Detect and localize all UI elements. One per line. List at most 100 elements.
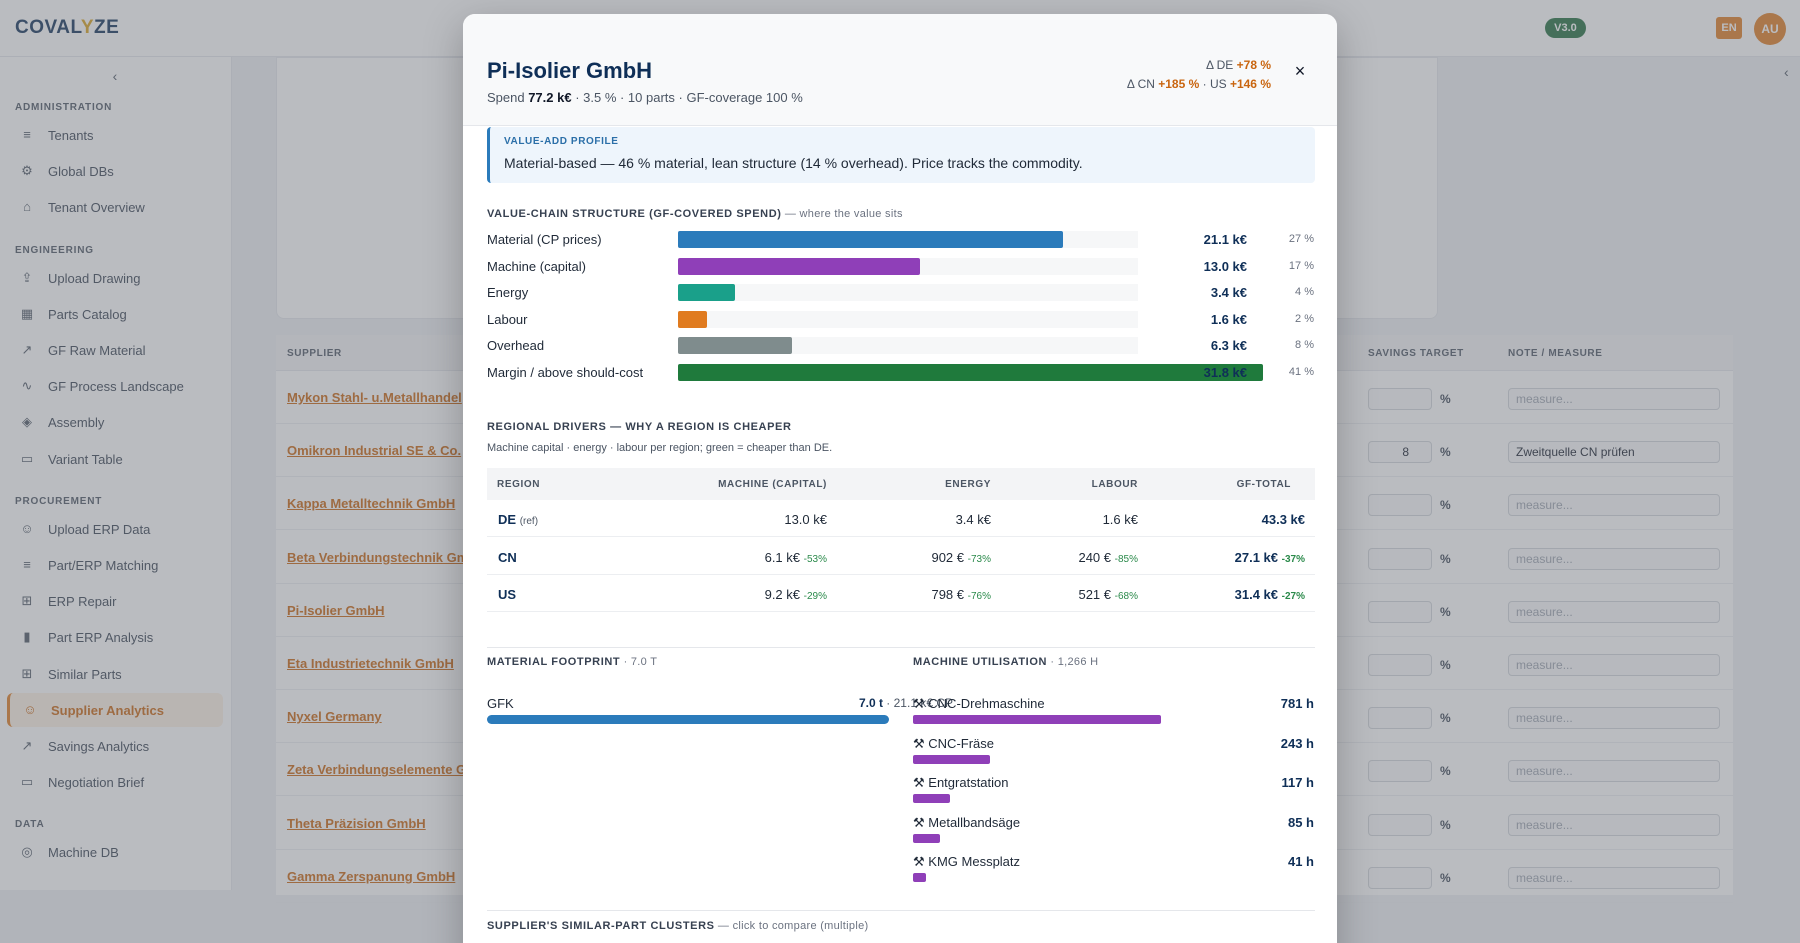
sidebar-item-assembly[interactable]: ◈ Assembly bbox=[7, 405, 223, 439]
supplier-link[interactable]: Pi-Isolier GmbH bbox=[287, 602, 385, 618]
value-chain-label: Margin / above should-cost bbox=[487, 364, 644, 380]
machine-bar bbox=[913, 754, 991, 764]
col-region[interactable]: REGION bbox=[497, 479, 541, 490]
savings-target-input[interactable] bbox=[1368, 866, 1432, 889]
language-switch[interactable]: EN bbox=[1716, 17, 1742, 39]
savings-target-input[interactable] bbox=[1368, 547, 1432, 570]
value-chain-track bbox=[678, 337, 1138, 354]
sidebar-item-label: Parts Catalog bbox=[48, 306, 127, 322]
note-input[interactable]: measure... bbox=[1508, 654, 1720, 676]
sidebar-item-negotiation-brief[interactable]: ▭ Negotiation Brief bbox=[7, 765, 223, 799]
sidebar-item-variant-table[interactable]: ▭ Variant Table bbox=[7, 442, 223, 476]
supplier-link[interactable]: Zeta Verbindungselemente GmbH bbox=[287, 762, 496, 778]
note-input[interactable]: measure... bbox=[1508, 494, 1720, 517]
supplier-link[interactable]: Mykon Stahl- u.Metallhandel bbox=[287, 390, 462, 405]
supplier-link[interactable]: Gamma Zerspanung GmbH bbox=[287, 868, 456, 884]
sidebar-item-upload-erp-data[interactable]: ☺ Upload ERP Data bbox=[7, 512, 223, 546]
table-row: Omikron Industrial SE & Co. 8% Zweitquelle… bbox=[276, 424, 1733, 478]
sidebar-item-similar-parts[interactable]: ⊞ Similar Parts bbox=[7, 657, 223, 691]
machine-utilisation-title: MACHINE UTILISATION · 1,266 H bbox=[913, 656, 1099, 668]
supplier-link[interactable]: Omikron Industrial SE & Co. bbox=[287, 443, 462, 459]
savings-target-input[interactable] bbox=[1368, 600, 1432, 623]
sidebar-item-part-erp-analysis[interactable]: ▮ Part ERP Analysis bbox=[7, 620, 223, 654]
region-total: 27.1 k€ -37% bbox=[1234, 549, 1305, 565]
note-input[interactable]: Zweitquelle CN prüfen bbox=[1508, 441, 1720, 464]
supplier-link[interactable]: Eta Industrietechnik GmbH bbox=[287, 656, 454, 671]
bar-chart-icon: ▮ bbox=[23, 629, 31, 645]
tools-icon: ⚒ bbox=[913, 854, 925, 869]
clusters-title: SUPPLIER'S SIMILAR-PART CLUSTERS — click… bbox=[487, 920, 869, 932]
value-chain-share: 41 % bbox=[1288, 365, 1314, 378]
value-chain-label: Labour bbox=[487, 311, 528, 327]
col-machine[interactable]: MACHINE (CAPITAL) bbox=[718, 479, 827, 490]
sidebar-item-upload-drawing[interactable]: ⇪ Upload Drawing bbox=[7, 261, 223, 295]
note-input[interactable]: measure... bbox=[1508, 388, 1720, 410]
sidebar: ‹ ADMINISTRATION ≡ Tenants ⚙ Global DBs ⌂ Tena… bbox=[0, 57, 232, 890]
machine-label: ⚒ KMG Messplatz bbox=[913, 854, 1021, 869]
savings-target-input[interactable] bbox=[1368, 388, 1432, 410]
region-energy: 798 € -76% bbox=[931, 587, 991, 602]
trend-icon: ↗ bbox=[21, 738, 33, 753]
note-input[interactable]: measure... bbox=[1508, 813, 1720, 836]
database-icon: ≡ bbox=[23, 127, 31, 142]
sidebar-item-savings-analytics[interactable]: ↗ Savings Analytics bbox=[7, 729, 223, 763]
savings-target-input[interactable] bbox=[1368, 494, 1432, 517]
note-input[interactable]: measure... bbox=[1508, 547, 1720, 570]
close-icon[interactable]: × bbox=[1294, 61, 1306, 81]
sidebar-item-erp-repair[interactable]: ⊞ ERP Repair bbox=[7, 584, 223, 618]
supplier-link[interactable]: Kappa Metalltechnik GmbH bbox=[287, 496, 456, 512]
sidebar-item-supplier-analytics[interactable]: ☺ Supplier Analytics bbox=[7, 692, 223, 727]
percent-label: % bbox=[1440, 498, 1451, 513]
table-row: Nyxel Germany% measure... bbox=[276, 690, 1733, 744]
users-icon: ☺ bbox=[23, 701, 37, 717]
table-icon: ▦ bbox=[20, 305, 34, 321]
sidebar-item-global-dbs[interactable]: ⚙ Global DBs bbox=[7, 154, 223, 188]
note-input[interactable]: measure... bbox=[1508, 600, 1720, 623]
sidebar-item-gf-process-landscape[interactable]: ∿ GF Process Landscape bbox=[7, 369, 223, 403]
col-savings-target[interactable]: SAVINGS TARGET bbox=[1368, 348, 1464, 359]
note-input[interactable]: measure... bbox=[1508, 866, 1720, 889]
savings-target-input[interactable] bbox=[1368, 707, 1432, 730]
machine-hours: 781 h bbox=[1280, 696, 1314, 711]
sidebar-item-parts-catalog[interactable]: ▦ Parts Catalog bbox=[7, 297, 223, 331]
sidebar-item-tenants[interactable]: ≡ Tenants bbox=[7, 118, 223, 152]
col-supplier[interactable]: SUPPLIER bbox=[287, 348, 342, 359]
value-chain-share: 2 % bbox=[1295, 312, 1314, 325]
sidebar-item-tenant-overview[interactable]: ⌂ Tenant Overview bbox=[7, 190, 223, 224]
savings-target-input[interactable] bbox=[1368, 760, 1432, 783]
value-chain-share: 27 % bbox=[1288, 233, 1314, 245]
database-icon: ≡ bbox=[23, 557, 31, 572]
savings-target-input[interactable] bbox=[1368, 813, 1432, 836]
modal-header: Pi-Isolier GmbH Spend 77.2 k€ · 3.5 % · … bbox=[463, 14, 1337, 126]
regional-table-header: REGION MACHINE (CAPITAL) ENERGY LABOUR G… bbox=[487, 468, 1315, 500]
supplier-link[interactable]: Beta Verbindungstechnik GmbH bbox=[287, 549, 486, 565]
value-chain-bar bbox=[678, 363, 1263, 381]
regional-title: REGIONAL DRIVERS — WHY A REGION IS CHEAP… bbox=[487, 421, 792, 433]
sidebar-item-label: Upload ERP Data bbox=[48, 521, 151, 537]
sidebar-item-gf-raw-material[interactable]: ↗ GF Raw Material bbox=[7, 333, 223, 367]
note-input[interactable]: measure... bbox=[1508, 760, 1720, 783]
machine-label: ⚒ Entgratstation bbox=[913, 775, 1009, 790]
value-chain-bar bbox=[678, 310, 707, 328]
sidebar-item-machine-db[interactable]: ◎ Machine DB bbox=[7, 835, 223, 869]
note-input[interactable]: measure... bbox=[1508, 707, 1720, 730]
sidebar-collapse-icon[interactable]: ‹ bbox=[112, 68, 118, 84]
profile-label: VALUE-ADD PROFILE bbox=[504, 136, 619, 147]
machine-bar bbox=[913, 833, 940, 843]
col-energy[interactable]: ENERGY bbox=[945, 479, 991, 490]
right-panel-collapse-icon[interactable]: ‹ bbox=[1784, 64, 1789, 80]
supplier-link[interactable]: Theta Präzision GmbH bbox=[287, 815, 426, 831]
user-avatar[interactable]: AU bbox=[1754, 13, 1786, 45]
col-gf-total[interactable]: GF-TOTAL bbox=[1236, 479, 1291, 490]
modal-subtitle: Spend 77.2 k€ · 3.5 % · 10 parts · GF-co… bbox=[487, 90, 803, 105]
supplier-link[interactable]: Nyxel Germany bbox=[287, 709, 382, 725]
region-total: 43.3 k€ bbox=[1261, 512, 1305, 527]
col-labour[interactable]: LABOUR bbox=[1091, 479, 1138, 490]
savings-target-input[interactable] bbox=[1368, 654, 1432, 676]
sidebar-item-part-erp-matching[interactable]: ≡ Part/ERP Matching bbox=[7, 548, 223, 582]
savings-target-input[interactable]: 8 bbox=[1368, 441, 1432, 464]
value-chain-label: Machine (capital) bbox=[487, 258, 586, 274]
percent-label: % bbox=[1440, 445, 1451, 460]
col-note[interactable]: NOTE / MEASURE bbox=[1508, 348, 1603, 359]
app-logo[interactable]: COVALYZE bbox=[15, 17, 120, 38]
